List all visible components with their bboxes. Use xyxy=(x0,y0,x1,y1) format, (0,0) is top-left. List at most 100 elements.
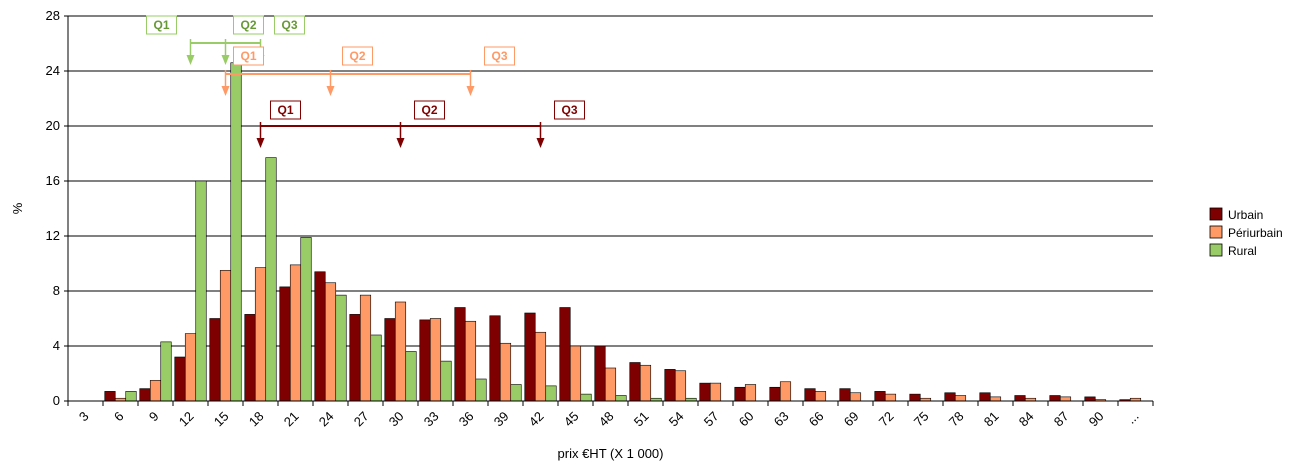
bar-périurbain-18 xyxy=(255,268,266,401)
bar-rural-42 xyxy=(546,386,557,401)
x-tick-label: 12 xyxy=(176,409,197,430)
bar-urbain-12 xyxy=(175,357,186,401)
bar-urbain-78 xyxy=(945,393,956,401)
x-tick-label: 60 xyxy=(736,409,757,430)
legend-label-périurbain: Périurbain xyxy=(1228,226,1283,240)
bar-périurbain-60 xyxy=(745,385,756,402)
x-tick-label: 39 xyxy=(491,409,512,430)
bar-périurbain-87 xyxy=(1060,397,1071,401)
x-tick-label: 6 xyxy=(111,409,127,425)
bar-périurbain-9 xyxy=(150,380,161,401)
quartile-arrow-head xyxy=(467,86,475,96)
x-tick-label: 33 xyxy=(421,409,442,430)
x-tick-label: 54 xyxy=(666,409,687,430)
legend-swatch-rural xyxy=(1210,244,1222,256)
bar-urbain-90 xyxy=(1085,397,1096,401)
bar-rural-15 xyxy=(231,63,242,401)
bar-périurbain-42 xyxy=(535,332,546,401)
bar-périurbain-27 xyxy=(360,295,371,401)
legend-label-rural: Rural xyxy=(1228,244,1257,258)
y-tick-label: 12 xyxy=(46,228,60,243)
quartile-label-q3: Q3 xyxy=(491,49,507,63)
bar-urbain-18 xyxy=(245,314,256,401)
x-tick-label: 87 xyxy=(1051,409,1072,430)
bar-rural-39 xyxy=(511,385,522,402)
x-tick-label: 27 xyxy=(351,409,372,430)
quartile-label-q3: Q3 xyxy=(281,18,297,32)
quartile-arrow-head xyxy=(397,138,405,148)
y-tick-label: 20 xyxy=(46,118,60,133)
x-tick-label: 63 xyxy=(771,409,792,430)
bar-urbain-63 xyxy=(770,387,781,401)
bar-urbain-66 xyxy=(805,389,816,401)
quartile-label-q3: Q3 xyxy=(561,103,577,117)
x-tick-label: 9 xyxy=(146,409,162,425)
bar-rural-9 xyxy=(161,342,172,401)
x-tick-label: 45 xyxy=(561,409,582,430)
quartile-label-q1: Q1 xyxy=(277,103,293,117)
bar-urbain-48 xyxy=(595,346,606,401)
bar-périurbain-24 xyxy=(325,283,336,401)
x-tick-label: 90 xyxy=(1086,409,1107,430)
bar-périurbain-33 xyxy=(430,319,441,402)
bar-rural-12 xyxy=(196,181,207,401)
bar-urbain-75 xyxy=(910,394,921,401)
quartile-markers: Q1 Q2 Q3 Q1 Q2 Q3 Q1 Q2 Q3 xyxy=(147,16,585,148)
bar-urbain-15 xyxy=(210,319,221,402)
y-tick-label: 4 xyxy=(53,338,60,353)
x-tick-label: 78 xyxy=(946,409,967,430)
bar-périurbain-51 xyxy=(640,365,651,401)
bar-périurbain-63 xyxy=(780,382,791,401)
quartile-arrow-head xyxy=(537,138,545,148)
y-tick-label: 8 xyxy=(53,283,60,298)
legend-swatch-périurbain xyxy=(1210,226,1222,238)
bar-urbain-87 xyxy=(1050,396,1061,402)
bar-périurbain-21 xyxy=(290,265,301,401)
bar-périurbain-72 xyxy=(885,394,896,401)
legend-swatch-urbain xyxy=(1210,208,1222,220)
x-tick-label: 66 xyxy=(806,409,827,430)
x-tick-label: 69 xyxy=(841,409,862,430)
x-tick-label: 57 xyxy=(701,409,722,430)
bar-rural-33 xyxy=(441,361,452,401)
bar-urbain-60 xyxy=(735,387,746,401)
y-axis-label: % xyxy=(10,202,25,214)
x-tick-label: 75 xyxy=(911,409,932,430)
x-tick-label: 21 xyxy=(281,409,302,430)
bars xyxy=(105,63,1141,401)
x-tick-labels: 3 6 9 12 15 18 21 24 27 30 33 36 39 42 45 48 51 54 57 60 63 6… xyxy=(68,401,1153,429)
legend-label-urbain: Urbain xyxy=(1228,208,1263,222)
bar-urbain-54 xyxy=(665,369,676,401)
y-tick-label: 16 xyxy=(46,173,60,188)
bar-périurbain-54 xyxy=(675,371,686,401)
bar-urbain-9 xyxy=(140,389,151,401)
bar-rural-45 xyxy=(581,394,592,401)
bar-périurbain-66 xyxy=(815,391,826,401)
x-tick-label: 42 xyxy=(526,409,547,430)
quartile-arrow-head xyxy=(222,86,230,96)
bar-urbain-69 xyxy=(840,389,851,401)
x-tick-label: 48 xyxy=(596,409,617,430)
x-tick-label: 51 xyxy=(631,409,652,430)
bar-rural-24 xyxy=(336,295,347,401)
bar-rural-48 xyxy=(616,396,627,402)
x-tick-label: 36 xyxy=(456,409,477,430)
bar-rural-18 xyxy=(266,158,277,401)
quartile-label-q1: Q1 xyxy=(240,49,256,63)
bar-périurbain-15 xyxy=(220,270,231,401)
bar-urbain-30 xyxy=(385,319,396,402)
bar-urbain-24 xyxy=(315,272,326,401)
bar-périurbain-81 xyxy=(990,397,1001,401)
x-tick-label: 18 xyxy=(246,409,267,430)
x-axis-label: prix €HT (X 1 000) xyxy=(558,446,664,461)
bar-rural-30 xyxy=(406,352,417,402)
y-tick-label: 28 xyxy=(46,8,60,23)
bar-périurbain-36 xyxy=(465,321,476,401)
quartile-arrow-head xyxy=(257,138,265,148)
bar-rural-36 xyxy=(476,379,487,401)
bar-urbain-81 xyxy=(980,393,991,401)
bar-périurbain-78 xyxy=(955,396,966,402)
quartile-label-q2: Q2 xyxy=(421,103,437,117)
bar-urbain-57 xyxy=(700,383,711,401)
x-tick-label: 30 xyxy=(386,409,407,430)
